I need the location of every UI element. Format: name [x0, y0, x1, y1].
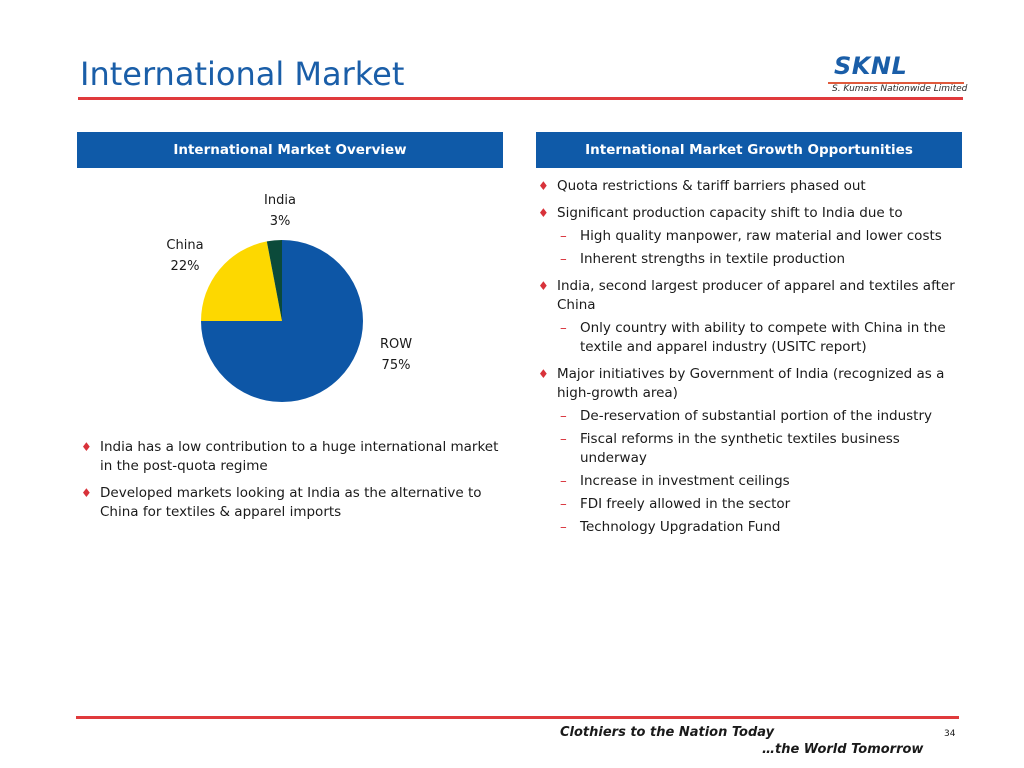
sub-bullet-text: Technology Upgradation Fund	[580, 519, 781, 535]
page-number: 34	[944, 729, 956, 739]
bullet-item: ♦ Developed markets looking at India as t…	[78, 484, 503, 522]
opportunities-bullet-list: ♦ Quota restrictions & tariff barriers ph…	[535, 177, 965, 545]
sub-bullet-text: FDI freely allowed in the sector	[580, 496, 791, 512]
dash-bullet-icon: –	[560, 320, 567, 336]
overview-panel-header: International Market Overview	[77, 132, 503, 168]
bullet-text: India, second largest producer of appare…	[557, 278, 955, 313]
sub-bullet-item: – Technology Upgradation Fund	[557, 518, 965, 537]
sub-bullet-item: – FDI freely allowed in the sector	[557, 495, 965, 514]
sub-bullet-item: – De-reservation of substantial portion o…	[557, 407, 965, 426]
diamond-bullet-icon: ♦	[538, 179, 549, 193]
pie-slice-india	[266, 240, 282, 321]
sub-bullet-text: De-reservation of substantial portion of…	[580, 408, 932, 424]
bullet-item: ♦ India has a low contribution to a huge …	[78, 438, 503, 476]
logo-divider	[828, 82, 964, 84]
dash-bullet-icon: –	[560, 473, 567, 489]
bullet-text: Significant production capacity shift to…	[557, 205, 903, 221]
bullet-item: ♦ Significant production capacity shift t…	[535, 204, 965, 269]
logo-wordmark: SKNL	[834, 52, 908, 80]
bullet-text: Developed markets looking at India as th…	[100, 485, 482, 520]
dash-bullet-icon: –	[560, 519, 567, 535]
sub-bullet-text: Increase in investment ceilings	[580, 473, 790, 489]
bullet-item: ♦ Major initiatives by Government of Indi…	[535, 365, 965, 537]
overview-header-label: International Market Overview	[173, 142, 407, 158]
overview-bullet-list: ♦ India has a low contribution to a huge …	[78, 438, 503, 530]
opportunities-panel-header: International Market Growth Opportunitie…	[536, 132, 962, 168]
footer-tagline-line1: Clothiers to the Nation Today	[560, 725, 775, 740]
pie-value-india: 3%	[270, 214, 291, 229]
sub-bullet-item: – High quality manpower, raw material and…	[557, 227, 965, 246]
diamond-bullet-icon: ♦	[81, 486, 92, 500]
pie-value-china: 22%	[171, 259, 200, 274]
dash-bullet-icon: –	[560, 496, 567, 512]
page-title: International Market	[80, 55, 405, 93]
footer-divider	[76, 716, 959, 719]
logo-subtitle: S. Kumars Nationwide Limited	[832, 84, 968, 94]
bullet-item: ♦ India, second largest producer of appar…	[535, 277, 965, 357]
sub-bullet-item: – Increase in investment ceilings	[557, 472, 965, 491]
diamond-bullet-icon: ♦	[538, 279, 549, 293]
pie-label-china: China	[166, 238, 203, 253]
dash-bullet-icon: –	[560, 408, 567, 424]
opportunities-header-label: International Market Growth Opportunitie…	[585, 142, 913, 158]
dash-bullet-icon: –	[560, 251, 567, 267]
sub-bullet-item: – Only country with ability to compete wi…	[557, 319, 965, 357]
company-logo: SKNL S. Kumars Nationwide Limited	[828, 52, 968, 96]
pie-label-india: India	[264, 193, 296, 208]
sub-bullet-item: – Inherent strengths in textile productio…	[557, 250, 965, 269]
sub-bullet-list: – High quality manpower, raw material and…	[557, 227, 965, 269]
bullet-text: Quota restrictions & tariff barriers pha…	[557, 178, 866, 194]
sub-bullet-text: High quality manpower, raw material and …	[580, 228, 942, 244]
pie-label-row: ROW	[380, 337, 412, 352]
sub-bullet-text: Only country with ability to compete wit…	[580, 320, 946, 355]
diamond-bullet-icon: ♦	[538, 206, 549, 220]
title-divider	[78, 97, 963, 100]
sub-bullet-text: Inherent strengths in textile production	[580, 251, 846, 267]
footer-tagline-line2: …the World Tomorrow	[762, 742, 924, 757]
sub-bullet-list: – Only country with ability to compete wi…	[557, 319, 965, 357]
sub-bullet-text: Fiscal reforms in the synthetic textiles…	[580, 431, 900, 466]
pie-value-row: 75%	[382, 358, 411, 373]
dash-bullet-icon: –	[560, 431, 567, 447]
sub-bullet-list: – De-reservation of substantial portion o…	[557, 407, 965, 537]
diamond-bullet-icon: ♦	[81, 440, 92, 454]
bullet-text: India has a low contribution to a huge i…	[100, 439, 499, 474]
dash-bullet-icon: –	[560, 228, 567, 244]
pie-slice-row	[201, 240, 363, 402]
bullet-text: Major initiatives by Government of India…	[557, 366, 945, 401]
pie-slice-china	[201, 241, 282, 321]
bullet-item: ♦ Quota restrictions & tariff barriers ph…	[535, 177, 965, 196]
diamond-bullet-icon: ♦	[538, 367, 549, 381]
sub-bullet-item: – Fiscal reforms in the synthetic textile…	[557, 430, 965, 468]
